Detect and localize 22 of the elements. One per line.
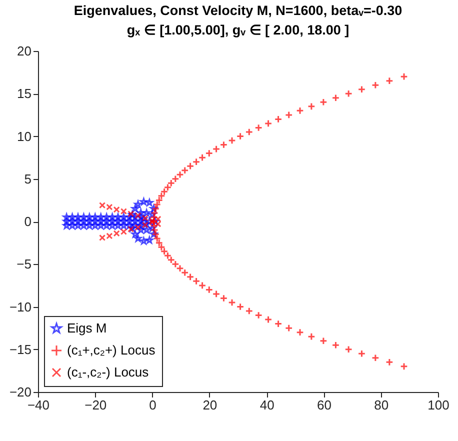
y-tick-label: 15 <box>17 86 32 102</box>
legend-label: Eigs M <box>67 320 107 336</box>
x-tick-label: −40 <box>27 398 50 412</box>
y-tick-label: −15 <box>9 342 32 357</box>
x-tick-label: 0 <box>149 398 156 412</box>
x-tick-label: −20 <box>84 398 107 412</box>
legend-label: (c₁-,c₂-) Locus <box>67 364 150 380</box>
y-tick-label: 0 <box>24 214 32 229</box>
x-tick-label: 80 <box>374 398 389 412</box>
y-tick-label: −5 <box>16 256 32 272</box>
x-tick-label: 100 <box>428 398 450 412</box>
legend-label: (c₁+,c₂+) Locus <box>67 342 156 358</box>
x-tick-label: 20 <box>202 398 218 412</box>
y-tick-label: 10 <box>17 128 32 144</box>
x-tick-label: 40 <box>260 398 274 412</box>
y-tick-label: −20 <box>9 384 32 400</box>
chart-title: Eigenvalues, Const Velocity M, N=1600, betaᵥ=-0.30 <box>74 3 402 18</box>
y-tick-label: 20 <box>17 44 32 58</box>
chart-subtitle: gₓ ∈ [1.00,5.00], gᵥ ∈ [ 2.00, 18.00 ] <box>126 22 350 38</box>
y-tick-label: 5 <box>24 171 32 186</box>
x-tick-label: 60 <box>316 398 332 412</box>
y-tick-label: −10 <box>9 299 32 314</box>
